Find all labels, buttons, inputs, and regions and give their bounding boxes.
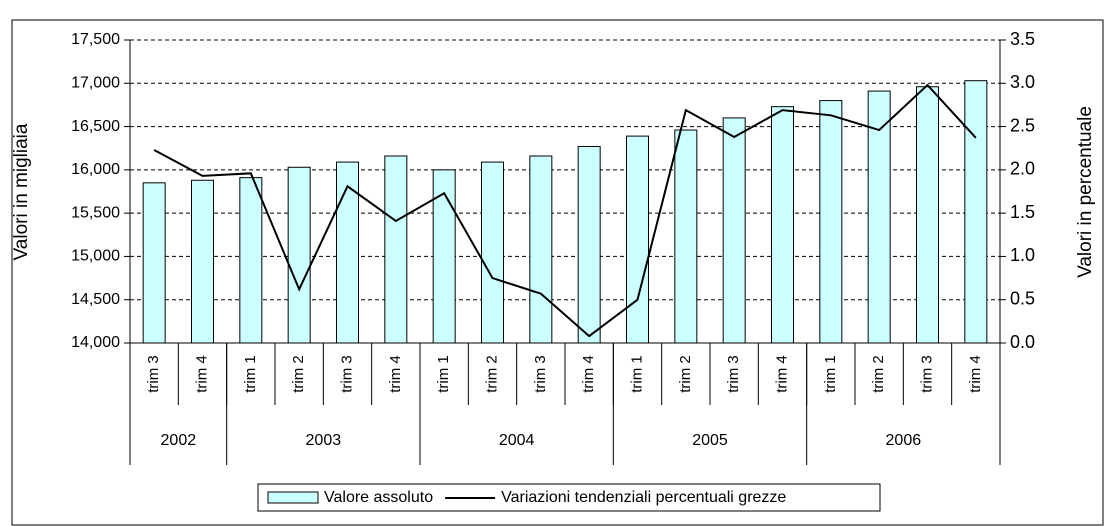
x-tick-label: trim 2	[483, 355, 500, 393]
y-tick-label: 14,000	[71, 334, 120, 351]
legend-swatch	[267, 491, 319, 504]
group-label: 2006	[886, 432, 922, 449]
x-tick-label: trim 2	[290, 355, 307, 393]
bar	[964, 80, 988, 344]
x-tick-label: trim 3	[725, 355, 742, 393]
x-tick-label: trim 3	[532, 355, 549, 393]
bar	[336, 161, 359, 344]
bar	[191, 179, 214, 344]
bar	[142, 182, 166, 344]
bar	[432, 169, 456, 344]
x-tick-label: trim 4	[193, 355, 210, 393]
bar	[771, 106, 794, 344]
y-tick-label: 17,500	[71, 31, 120, 48]
group-label: 2002	[161, 432, 197, 449]
y2-tick-label: 2.5	[1010, 115, 1035, 135]
x-tick-label: trim 3	[918, 355, 935, 393]
x-tick-label: trim 4	[387, 355, 404, 393]
x-tick-label: trim 1	[822, 355, 839, 393]
group-label: 2005	[692, 432, 728, 449]
y-tick-label: 14,500	[71, 291, 120, 308]
x-tick-label: trim 3	[338, 355, 355, 393]
y2-tick-label: 1.5	[1010, 202, 1035, 222]
y-tick-label: 16,500	[71, 118, 120, 135]
y-axis-title: Valori in migliaia	[11, 123, 32, 260]
line	[153, 83, 977, 338]
y-tick-label: 16,000	[71, 161, 120, 178]
x-tick-label: trim 3	[145, 355, 162, 393]
legend: Valore assoluto Variazioni tendenziali pe…	[257, 483, 881, 512]
y-tick-label: 15,000	[71, 248, 120, 265]
bar	[239, 177, 263, 344]
y2-tick-label: 0.0	[1010, 332, 1035, 352]
legend-label: Valore assoluto	[324, 489, 433, 506]
bar	[674, 129, 698, 344]
y2-tick-label: 2.0	[1010, 159, 1035, 179]
x-tick-label: trim 2	[870, 355, 887, 393]
x-tick-label: trim 4	[967, 355, 984, 393]
legend-label: Variazioni tendenziali percentuali grezz…	[501, 489, 786, 506]
x-tick-label: trim 4	[773, 355, 790, 393]
y-tick-label: 15,500	[71, 204, 120, 221]
bar	[916, 86, 939, 344]
bar	[819, 100, 843, 344]
bar	[287, 166, 311, 344]
x-tick-label: trim 4	[580, 355, 597, 393]
bar	[577, 145, 601, 344]
x-tick-label: trim 1	[435, 355, 452, 393]
x-tick-label: trim 2	[677, 355, 694, 393]
y2-tick-label: 1.0	[1010, 245, 1035, 265]
y2-axis-title: Valori in percentuale	[1075, 106, 1096, 278]
bar	[384, 155, 408, 344]
group-label: 2003	[306, 432, 342, 449]
y2-tick-label: 3.0	[1010, 72, 1035, 92]
y-tick-label: 17,000	[71, 75, 120, 92]
legend-frame	[257, 483, 881, 512]
chart-frame	[11, 19, 1104, 526]
group-label: 2004	[499, 432, 535, 449]
y2-tick-label: 3.5	[1010, 29, 1035, 49]
y2-tick-label: 0.5	[1010, 288, 1035, 308]
bar	[626, 135, 649, 344]
x-tick-label: trim 1	[242, 355, 259, 393]
bar	[722, 117, 746, 344]
bar	[481, 161, 504, 344]
x-tick-label: trim 1	[628, 355, 645, 393]
bar	[529, 155, 553, 344]
